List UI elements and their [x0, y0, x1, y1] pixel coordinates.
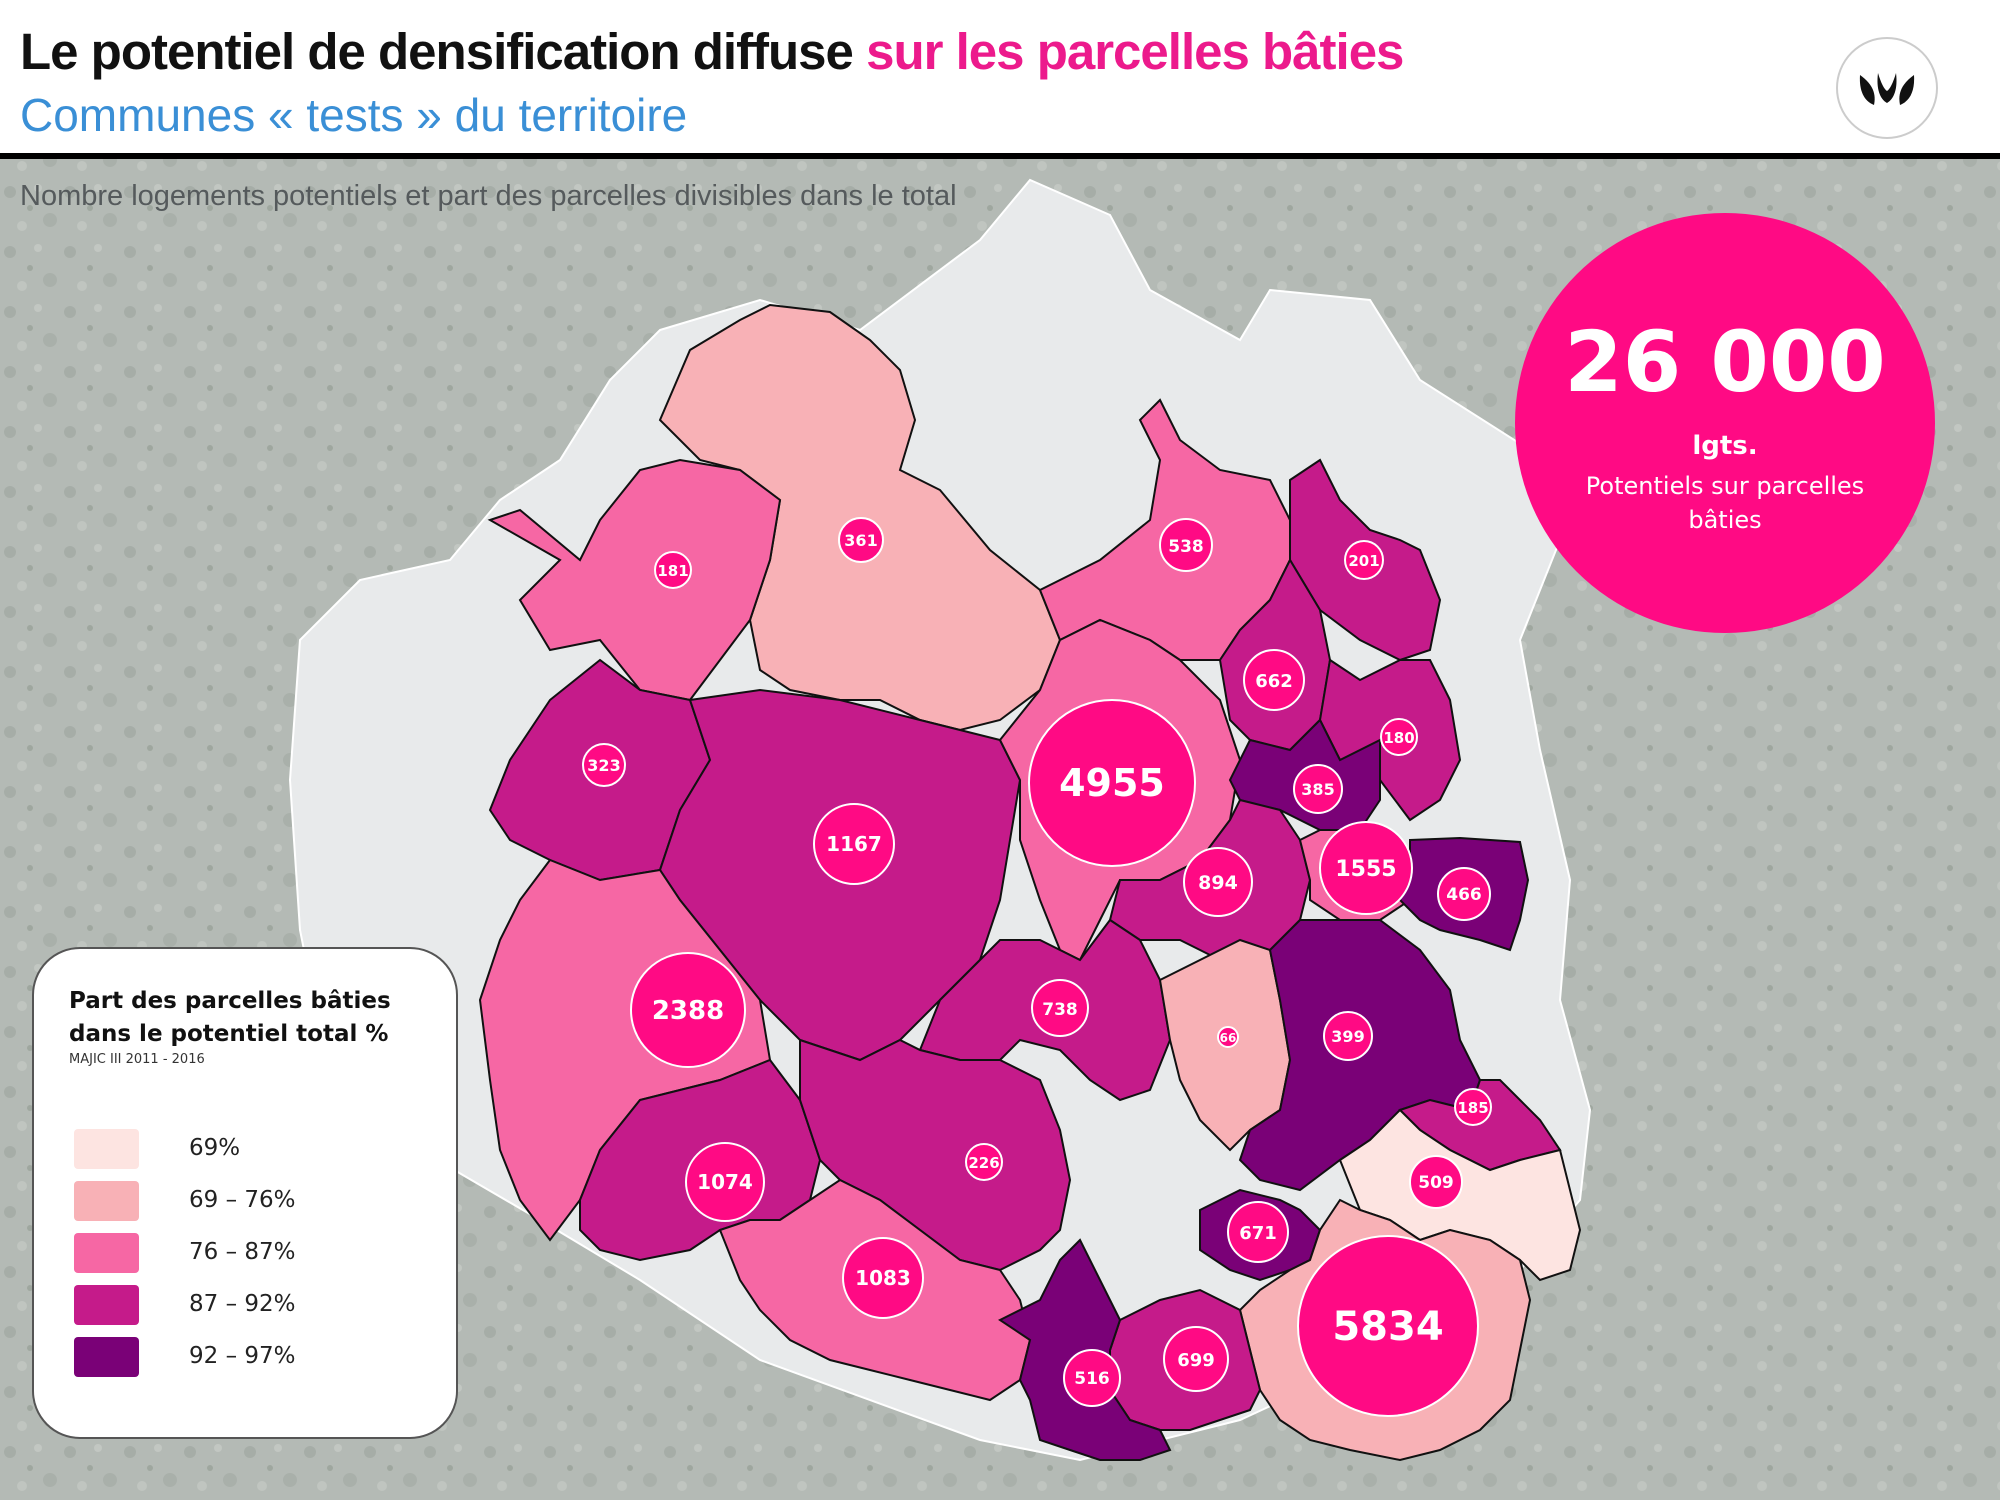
legend-row: 92 – 97%: [74, 1337, 434, 1377]
marker-label-201: 201: [1348, 552, 1379, 570]
commune-northwest: [487, 458, 782, 702]
marker-label-894: 894: [1198, 872, 1238, 894]
marker-label-1167: 1167: [826, 832, 882, 856]
marker-label-1083: 1083: [855, 1266, 911, 1290]
leaf-right: [1899, 75, 1915, 105]
marker-466: [1437, 867, 1491, 921]
leaf-logo-icon: [1859, 73, 1915, 105]
marker-label-181: 181: [657, 562, 688, 580]
marker-5834: [1297, 1235, 1479, 1417]
marker-label-516: 516: [1074, 1369, 1110, 1389]
marker-label-1074: 1074: [697, 1170, 753, 1194]
marker-894: [1183, 847, 1253, 917]
legend-swatch: [74, 1233, 139, 1273]
legend-row: 69%: [74, 1129, 434, 1169]
logo: [1836, 37, 1938, 139]
marker-699: [1163, 1326, 1229, 1392]
marker-label-226: 226: [968, 1154, 999, 1172]
legend-label: 76 – 87%: [189, 1239, 296, 1265]
legend-swatch: [74, 1337, 139, 1377]
marker-label-538: 538: [1168, 537, 1204, 557]
title-main: Le potentiel de densification diffuse: [20, 23, 854, 80]
map-caption: Nombre logements potentiels et part des …: [20, 180, 957, 212]
marker-181: [654, 551, 692, 589]
marker-label-699: 699: [1177, 1350, 1215, 1371]
legend-swatch: [74, 1129, 139, 1169]
marker-label-509: 509: [1418, 1173, 1454, 1193]
header: Le potentiel de densification diffuse su…: [0, 0, 2000, 155]
marker-662: [1243, 649, 1305, 711]
marker-671: [1227, 1201, 1289, 1263]
legend-label: 69 – 76%: [189, 1187, 296, 1213]
legend-swatch: [74, 1181, 139, 1221]
legend-title: Part des parcelles bâties dans le potent…: [69, 988, 391, 1047]
legend-label: 92 – 97%: [189, 1343, 296, 1369]
marker-738: [1031, 979, 1089, 1037]
marker-label-662: 662: [1255, 671, 1293, 692]
marker-180: [1380, 718, 1418, 756]
page-title: Le potentiel de densification diffuse su…: [20, 22, 1404, 81]
marker-516: [1063, 1349, 1121, 1407]
marker-2388: [630, 952, 746, 1068]
marker-361: [838, 517, 884, 563]
marker-label-323: 323: [587, 756, 620, 775]
marker-label-671: 671: [1239, 1223, 1277, 1244]
marker-1074: [685, 1142, 765, 1222]
marker-label-466: 466: [1446, 885, 1482, 905]
legend-row: 76 – 87%: [74, 1233, 434, 1273]
marker-label-5834: 5834: [1332, 1304, 1443, 1350]
legend-swatch: [74, 1285, 139, 1325]
marker-label-2388: 2388: [652, 996, 724, 1026]
marker-label-1555: 1555: [1335, 857, 1396, 882]
title-highlight: sur les parcelles bâties: [866, 23, 1404, 80]
marker-1555: [1319, 821, 1413, 915]
marker-66: [1217, 1026, 1239, 1048]
marker-1167: [813, 803, 895, 885]
legend-label: 69%: [189, 1135, 241, 1161]
header-divider: [0, 153, 2000, 159]
marker-label-4955: 4955: [1059, 761, 1165, 805]
marker-label-738: 738: [1042, 1000, 1078, 1020]
marker-label-385: 385: [1301, 780, 1334, 799]
marker-label-66: 66: [1220, 1031, 1237, 1045]
marker-201: [1344, 540, 1384, 580]
marker-4955: [1028, 699, 1196, 867]
total-value: 26 000: [1564, 313, 1886, 411]
marker-1083: [842, 1237, 924, 1319]
marker-label-399: 399: [1331, 1027, 1364, 1046]
total-badge: 26 000 lgts. Potentiels sur parcelles bâ…: [1515, 213, 1935, 633]
marker-label-185: 185: [1457, 1099, 1488, 1117]
marker-385: [1293, 764, 1343, 814]
total-description: Potentiels sur parcelles bâties: [1585, 472, 1865, 534]
legend: Part des parcelles bâties dans le potent…: [32, 947, 458, 1439]
leaf-middle: [1877, 73, 1897, 103]
marker-label-361: 361: [844, 531, 877, 550]
leaf-left: [1859, 75, 1875, 105]
legend-label: 87 – 92%: [189, 1291, 296, 1317]
marker-185: [1454, 1088, 1492, 1126]
marker-label-180: 180: [1383, 729, 1414, 747]
page-subtitle: Communes « tests » du territoire: [20, 89, 688, 141]
markers-layer: 181 361 538 201 662 180 385 323 1167 495…: [582, 517, 1492, 1417]
legend-source: MAJIC III 2011 - 2016: [69, 1052, 205, 1067]
legend-row: 87 – 92%: [74, 1285, 434, 1325]
marker-399: [1323, 1011, 1373, 1061]
marker-538: [1159, 518, 1213, 572]
marker-226: [965, 1143, 1003, 1181]
marker-323: [582, 743, 626, 787]
legend-row: 69 – 76%: [74, 1181, 434, 1221]
total-unit: lgts.: [1692, 431, 1758, 461]
marker-509: [1409, 1155, 1463, 1209]
